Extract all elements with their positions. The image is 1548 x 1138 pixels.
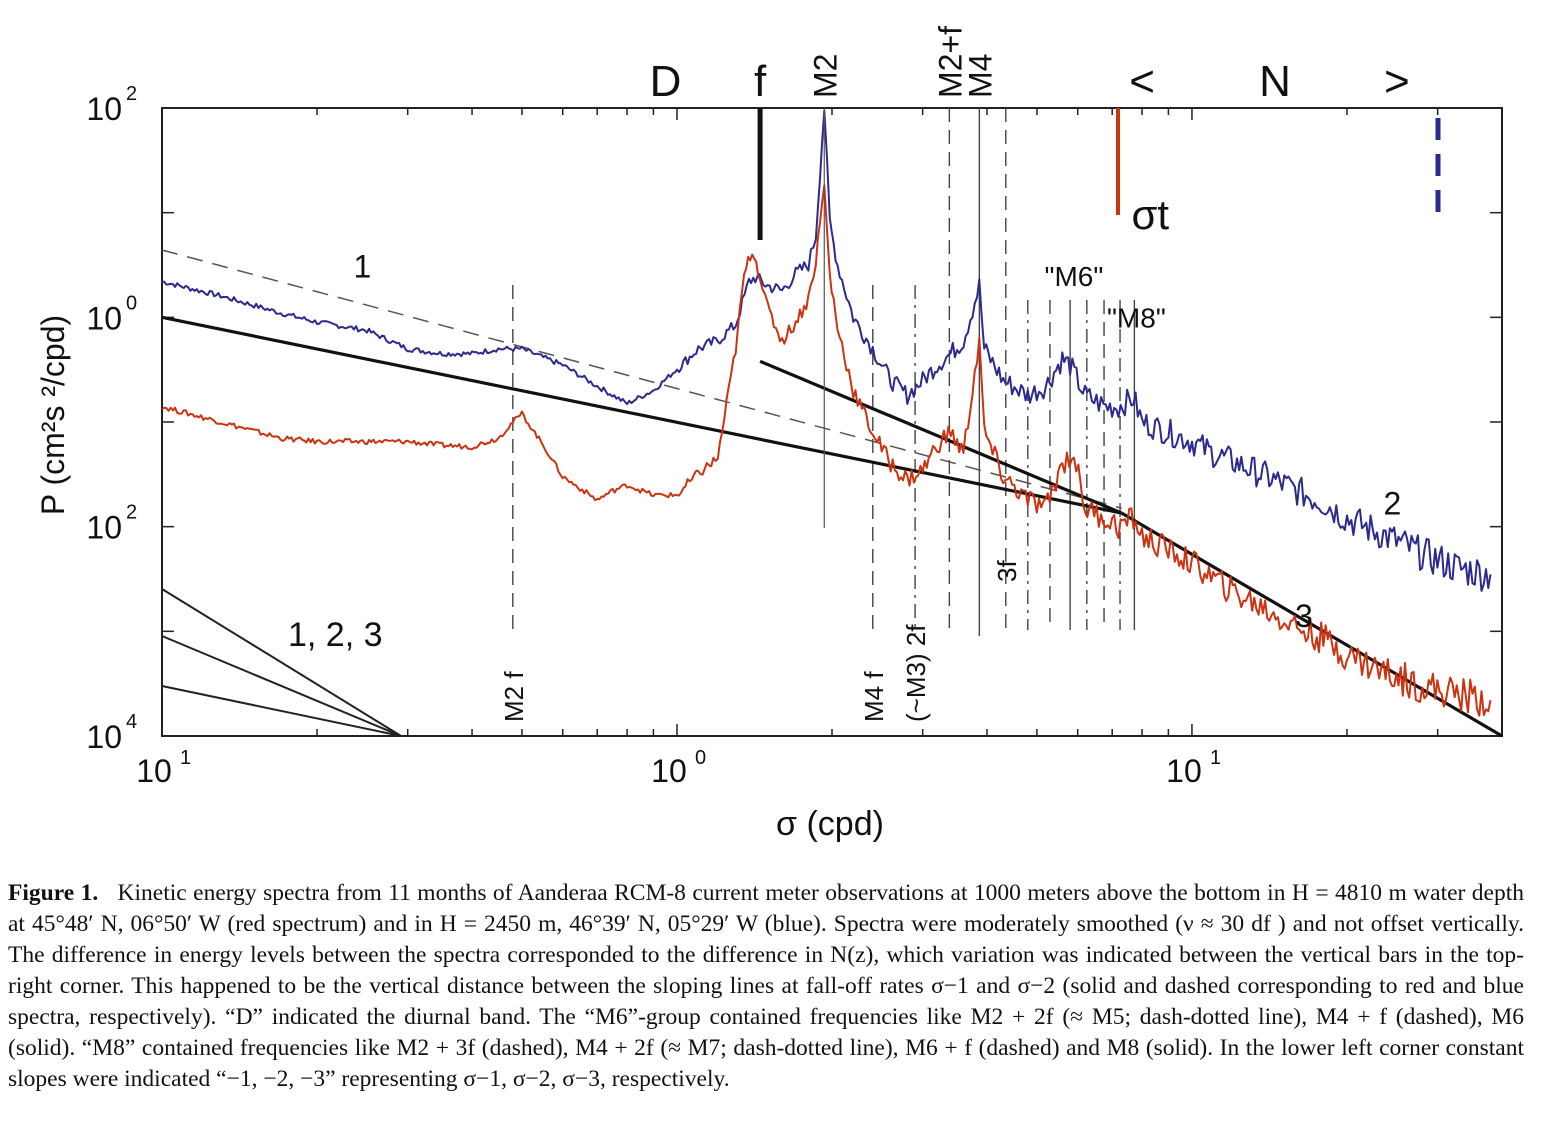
x-tick-label: 10 (1166, 753, 1202, 789)
vertical-marker-label: 3f (992, 560, 1022, 582)
fit-line-label: 1 (354, 249, 372, 285)
fit-line-label: 2 (1383, 486, 1401, 522)
fit-line (759, 359, 1123, 515)
x-tick-exponent: 1 (1210, 747, 1221, 769)
top-frequency-label: < (1129, 57, 1155, 106)
top-frequency-label: M2 (807, 54, 843, 98)
y-tick-label: 10 (86, 300, 122, 336)
vertical-marker-label: M2 f (499, 671, 529, 722)
x-tick-label: 10 (136, 753, 172, 789)
y-tick-label: 10 (86, 510, 122, 546)
group-label: σt (1131, 191, 1169, 238)
top-frequency-label: D (650, 57, 682, 106)
top-frequency-label: M4 (962, 54, 998, 98)
group-label: "M8" (1107, 302, 1166, 333)
figure-caption: Figure 1. Kinetic energy spectra from 11… (8, 878, 1524, 1095)
slope-reference-lines: 1, 2, 3 (161, 588, 402, 737)
y-tick-label: 10 (86, 91, 122, 127)
axis-ticks: 10 1 10 0 10 110 210 010 210 4 (86, 83, 1503, 789)
y-axis-title: P (cm²s ²/cpd) (35, 315, 71, 515)
x-tick-label: 10 (651, 753, 687, 789)
top-frequency-label: f (754, 57, 767, 106)
caption-text: Kinetic energy spectra from 11 months of… (8, 880, 1525, 1092)
fit-line (161, 249, 1122, 509)
x-tick-exponent: 1 (180, 747, 191, 769)
plot-area (161, 107, 1503, 737)
top-frequency-label: > (1384, 57, 1410, 106)
n-range-bars (1116, 108, 1441, 215)
group-label: "M6" (1045, 261, 1104, 292)
fit-line (161, 315, 1122, 515)
vertical-marker-label: (~M3) 2f (901, 624, 931, 722)
vertical-marker-label: M4 f (859, 671, 889, 722)
y-tick-exponent: 4 (126, 711, 137, 733)
top-frequency-label: N (1259, 57, 1291, 106)
x-axis-title: σ (cpd) (776, 805, 884, 843)
caption-lead: Figure 1. (8, 880, 99, 906)
fit-line-label: 3 (1295, 598, 1313, 634)
y-tick-exponent: 2 (126, 83, 137, 105)
top-frequency-label: M2+f (932, 26, 968, 98)
y-tick-label: 10 (86, 719, 122, 755)
slope-label: 1, 2, 3 (288, 616, 383, 654)
spectrum-chart: 10 1 10 0 10 110 210 010 210 4 M2 f M4 f (~M3) 2f3f… (35, 26, 1503, 843)
y-tick-exponent: 2 (126, 502, 137, 524)
spectrum-series-line (161, 109, 1492, 592)
y-tick-exponent: 0 (126, 292, 137, 314)
x-tick-exponent: 0 (695, 747, 706, 769)
